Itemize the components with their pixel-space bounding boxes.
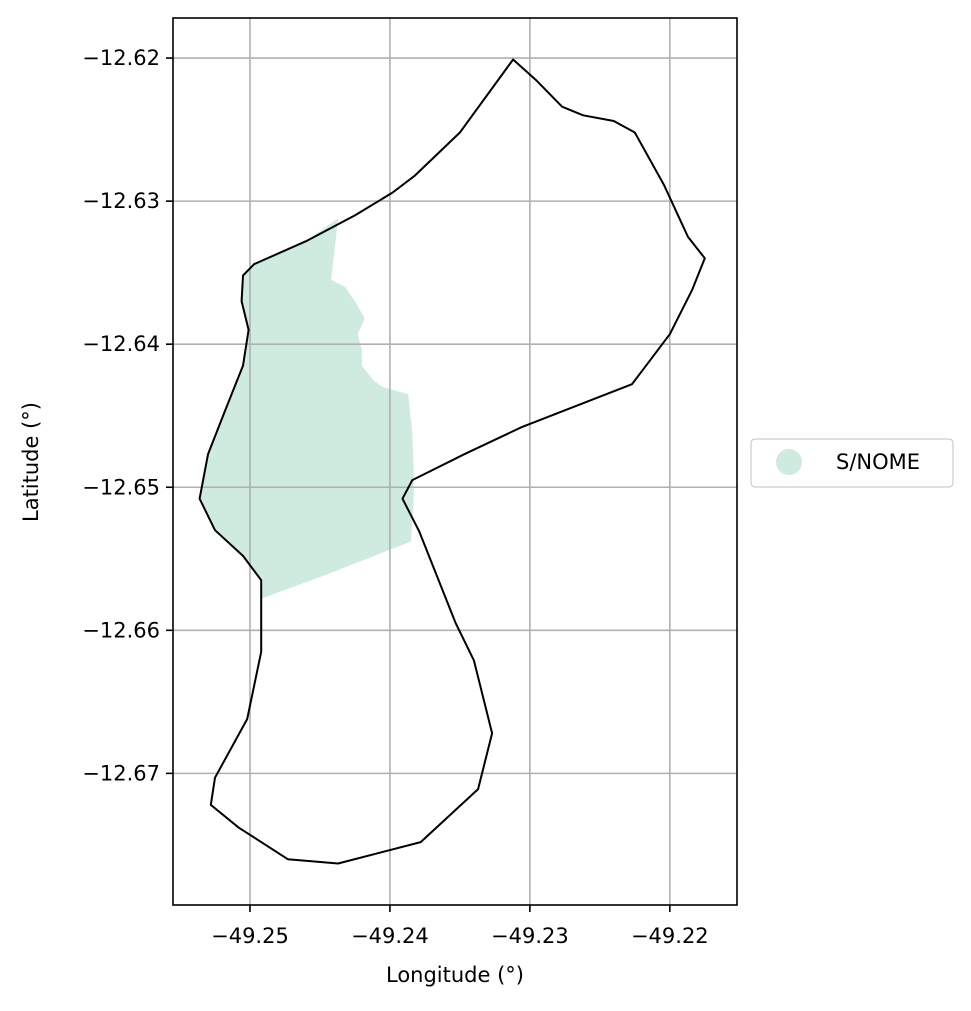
legend: S/NOME: [750, 438, 954, 488]
y-tick-label-1: −12.63: [82, 189, 160, 213]
x-tick-label-3: −49.22: [631, 924, 709, 948]
x-tick-label-0: −49.25: [211, 924, 289, 948]
tick-layer: −49.25 −49.24 −49.23 −49.22 −12.62 −12.63 −12.…: [82, 46, 708, 948]
x-axis-label: Longitude (°): [386, 963, 524, 987]
x-tick-label-2: −49.23: [491, 924, 569, 948]
boundary-outline-layer: [198, 58, 706, 865]
legend-box: [750, 438, 954, 488]
boundary-outline: [198, 58, 706, 865]
y-tick-label-4: −12.66: [82, 618, 160, 642]
y-tick-label-2: −12.64: [82, 332, 160, 356]
grid-layer: [173, 18, 737, 905]
s-nome-area: [199, 218, 414, 599]
plot-frame: [172, 17, 738, 906]
x-tick-label-1: −49.24: [351, 924, 429, 948]
y-axis-label: Latitude (°): [19, 402, 43, 522]
s-nome-fill-layer: [199, 218, 414, 599]
y-tick-label-0: −12.62: [82, 46, 160, 70]
y-tick-label-3: −12.65: [82, 475, 160, 499]
legend-marker-s-nome: [776, 449, 802, 475]
y-tick-label-5: −12.67: [82, 761, 160, 785]
legend-label-s-nome: S/NOME: [836, 450, 920, 474]
